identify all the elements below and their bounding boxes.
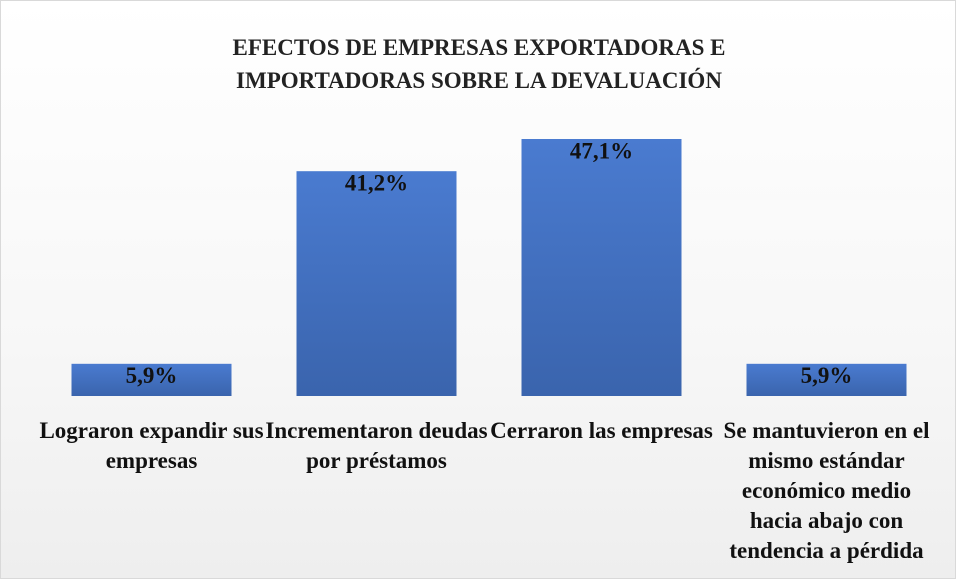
bar [296, 171, 457, 396]
bar [746, 363, 907, 396]
data-label: 5,9% [801, 363, 853, 388]
x-tick-label: Lograron expandir sus empresas [39, 418, 264, 473]
x-tick-label: Incrementaron deudas por préstamos [265, 418, 488, 473]
data-label: 41,2% [345, 170, 408, 195]
bar [521, 139, 682, 396]
data-label: 5,9% [126, 363, 178, 388]
x-tick-label: Se mantuvieron en el mismo estándar econ… [723, 418, 930, 563]
chart-title: EFECTOS DE EMPRESAS EXPORTADORAS E IMPOR… [232, 35, 726, 93]
x-tick-label: Cerraron las empresas [490, 418, 713, 443]
bar [71, 363, 232, 396]
data-label: 47,1% [570, 138, 633, 163]
